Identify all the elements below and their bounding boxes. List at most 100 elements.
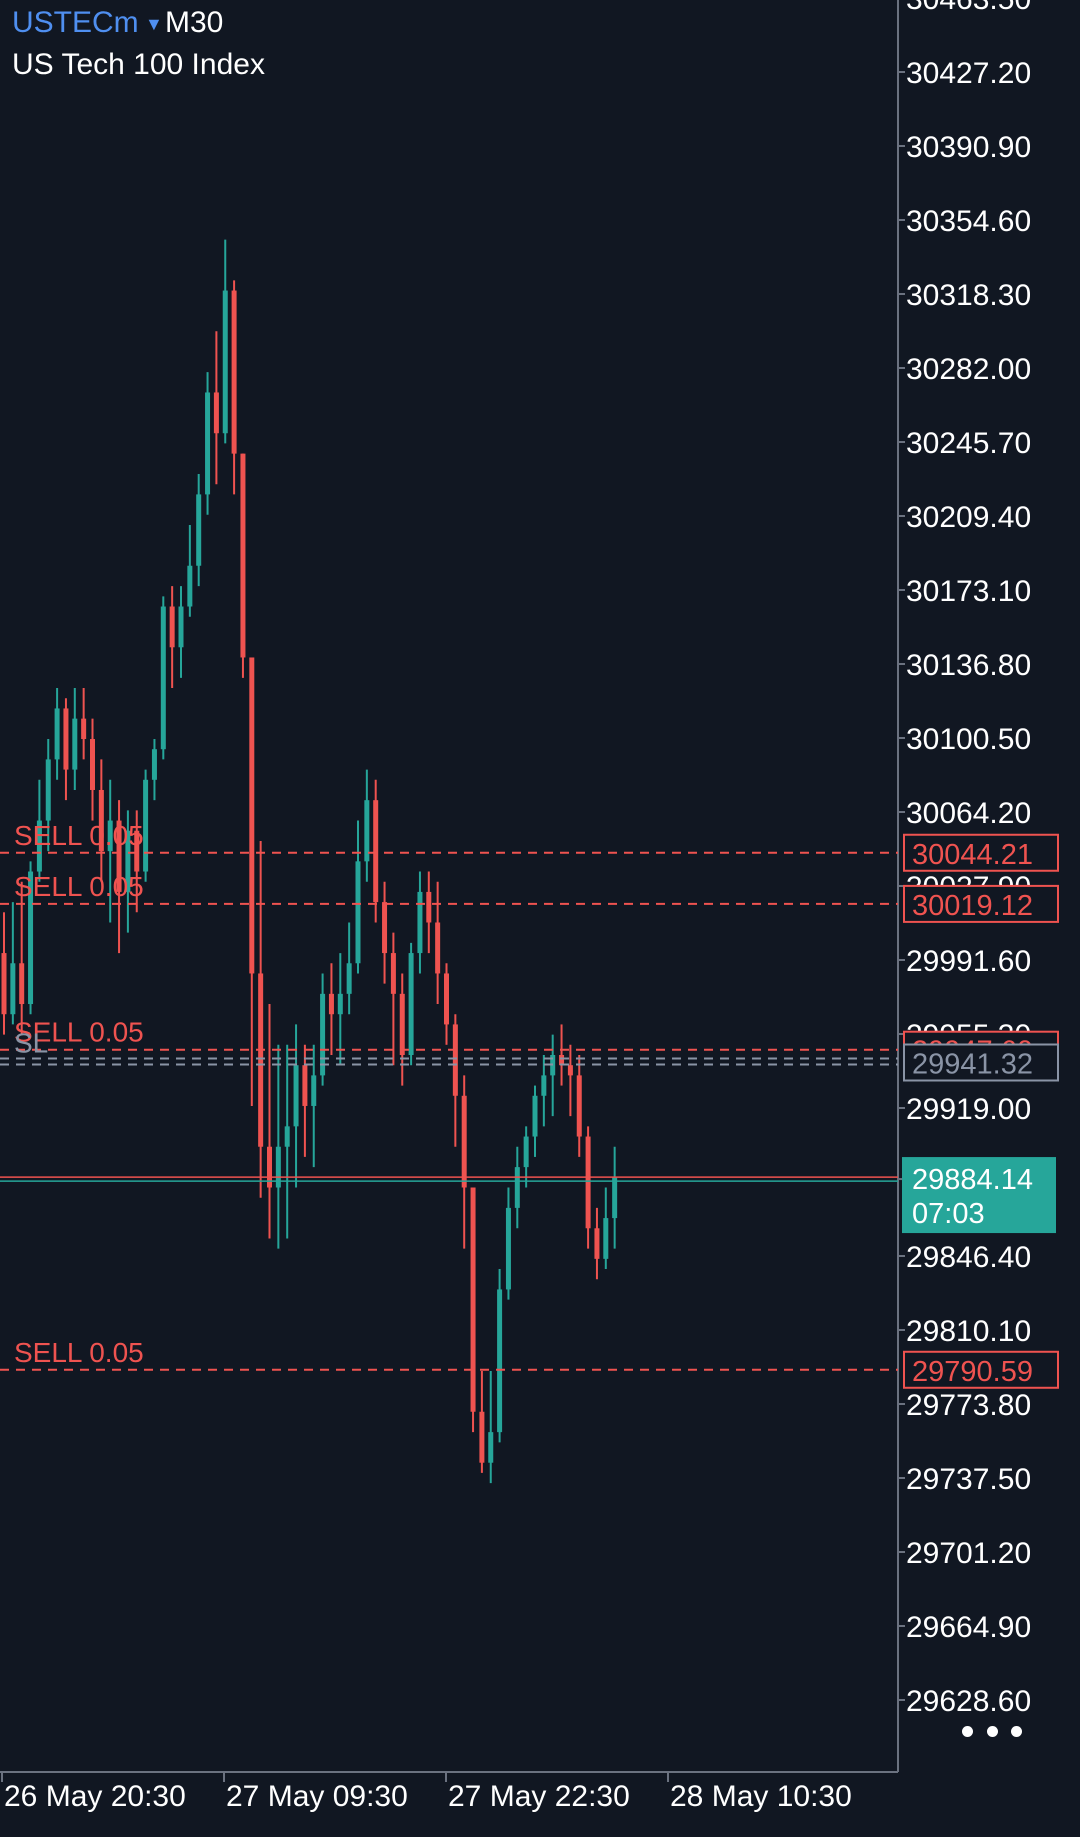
- time-axis-label: 27 May 22:30: [448, 1780, 630, 1813]
- candle-body: [541, 1075, 547, 1096]
- sell-order-price-label: 30044.21: [912, 839, 1033, 871]
- candle-body: [107, 820, 113, 852]
- price-tick-label: 30173.10: [906, 575, 1031, 608]
- candle-body: [612, 1177, 618, 1219]
- candle-body: [337, 993, 343, 1015]
- candle-body: [452, 1024, 458, 1096]
- candle-body: [532, 1095, 538, 1137]
- candle-body: [151, 749, 157, 780]
- sell-order-price-box[interactable]: [903, 1350, 1059, 1389]
- candle-body: [523, 1136, 529, 1168]
- candle-body: [284, 1126, 290, 1147]
- current-price-label: 29884.14: [912, 1164, 1033, 1196]
- candle-body: [178, 606, 184, 648]
- candle-body: [36, 820, 42, 872]
- more-dots-icon[interactable]: [962, 1718, 1022, 1744]
- candle-body: [143, 779, 149, 872]
- price-tick-label: 29701.20: [906, 1537, 1031, 1570]
- price-tick-label: 30136.80: [906, 649, 1031, 682]
- candle-body: [267, 1146, 272, 1188]
- sell-order-label: SELL 0.05: [14, 1017, 144, 1048]
- candle-body: [346, 963, 352, 994]
- triangle-down-icon[interactable]: ▼: [145, 14, 163, 34]
- candle-body: [576, 1075, 582, 1137]
- sell-order-price-box[interactable]: [903, 833, 1059, 872]
- price-tick-label: 29846.40: [906, 1241, 1031, 1274]
- price-tick-label: 30100.50: [906, 723, 1031, 756]
- candle-body: [45, 759, 51, 821]
- candle-body: [258, 973, 264, 1147]
- price-tick-label: 29737.50: [906, 1463, 1031, 1496]
- sl-price-box[interactable]: [903, 1043, 1059, 1082]
- candle-body: [461, 1095, 467, 1188]
- candle-body: [63, 708, 69, 770]
- price-tick-label: 29628.60: [906, 1685, 1031, 1718]
- price-tick-label: 30390.90: [906, 131, 1031, 164]
- candle-body: [240, 453, 246, 658]
- candle-body: [559, 1054, 565, 1066]
- candle-body: [603, 1218, 609, 1259]
- sell-order-price-box[interactable]: [903, 884, 1059, 923]
- candle-body: [134, 830, 140, 872]
- candle-body: [90, 739, 95, 790]
- candle-body: [311, 1075, 317, 1106]
- candle-body: [382, 902, 388, 954]
- symbol-description: US Tech 100 Index: [12, 48, 265, 81]
- candle-body: [125, 830, 131, 892]
- symbol-name[interactable]: USTECm: [12, 6, 139, 39]
- candle-body: [1, 953, 7, 1015]
- price-tick-label: 29810.10: [906, 1315, 1031, 1348]
- candle-body: [213, 392, 219, 434]
- sell-order-price-label: 29790.59: [912, 1356, 1033, 1388]
- sell-order-label: SELL 0.05: [14, 1337, 144, 1368]
- candle-body: [505, 1207, 511, 1290]
- price-tick-label: 30318.30: [906, 279, 1031, 312]
- candle-body: [479, 1411, 485, 1463]
- price-tick-label: 29919.00: [906, 1093, 1031, 1126]
- sl-price-label: 29941.32: [912, 1048, 1033, 1080]
- candle-body: [187, 565, 193, 607]
- candle-body: [585, 1136, 591, 1229]
- candle-body: [417, 891, 423, 954]
- candle-body: [488, 1432, 494, 1463]
- candle-body: [169, 606, 175, 648]
- candle-body: [196, 494, 202, 566]
- candle-body: [470, 1187, 476, 1412]
- candle-body: [435, 922, 441, 974]
- candle-body: [320, 993, 326, 1076]
- time-axis-label: 27 May 09:30: [226, 1780, 408, 1813]
- candle-body: [116, 820, 122, 892]
- current-price-box: [902, 1157, 1056, 1234]
- bar-countdown-label: 07:03: [912, 1198, 985, 1230]
- candle-body: [28, 871, 34, 1005]
- price-tick-label: 30245.70: [906, 427, 1031, 460]
- price-tick-label: 29773.80: [906, 1389, 1031, 1422]
- price-tick-label: 30354.60: [906, 205, 1031, 238]
- price-tick-label: 29664.90: [906, 1611, 1031, 1644]
- timeframe-label[interactable]: M30: [165, 6, 224, 39]
- candle-body: [390, 953, 396, 994]
- price-tick-label: 29991.60: [906, 945, 1031, 978]
- candle-body: [497, 1289, 503, 1433]
- candle-body: [373, 800, 379, 903]
- candle-body: [328, 993, 334, 1015]
- candle-body: [444, 973, 449, 1025]
- candle-body: [222, 290, 228, 434]
- candle-body: [514, 1167, 520, 1208]
- sell-order-label: SELL 0.05: [14, 871, 144, 902]
- price-tick-label: 30282.00: [906, 353, 1031, 386]
- candle-body: [10, 963, 16, 1015]
- candle-body: [594, 1228, 600, 1259]
- price-tick-label: 30064.20: [906, 797, 1031, 830]
- candle-body: [98, 789, 104, 852]
- candle-body: [567, 1065, 573, 1076]
- candle-body: [54, 708, 60, 760]
- sell-order-label: SELL 0.05: [14, 820, 144, 851]
- candle-body: [19, 963, 25, 1005]
- candle-body: [231, 290, 237, 454]
- candle-body: [205, 392, 211, 495]
- candle-body: [302, 1065, 308, 1106]
- candle-body: [408, 953, 414, 1055]
